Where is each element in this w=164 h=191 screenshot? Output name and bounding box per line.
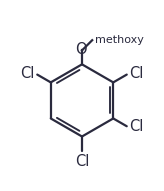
Text: Cl: Cl [129,66,144,81]
Text: methoxy: methoxy [95,35,144,45]
Text: Cl: Cl [75,154,89,169]
Text: Cl: Cl [20,66,35,81]
Text: O: O [75,42,87,57]
Text: Cl: Cl [129,119,144,134]
